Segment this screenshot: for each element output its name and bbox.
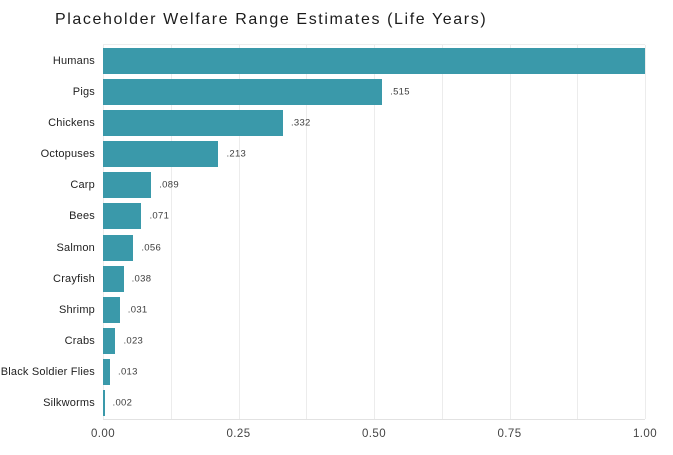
gridline (103, 45, 104, 419)
bar (103, 265, 124, 292)
gridline (645, 45, 646, 419)
category-label: Pigs (72, 85, 95, 98)
bar (103, 78, 383, 105)
category-label: Bees (69, 210, 95, 223)
gridline (577, 45, 579, 419)
gridline (306, 45, 308, 419)
bar (103, 328, 116, 355)
value-label: .089 (159, 179, 179, 191)
value-label: .071 (149, 210, 170, 222)
bar-row: Shrimp .031 (59, 294, 645, 325)
bar (103, 47, 645, 74)
bar (103, 359, 111, 386)
plot-area: Humans Pigs .515 Chickens .332 Octopuses .213 C… (1, 44, 646, 420)
bar (103, 172, 152, 199)
bar-row: Silkworms .002 (43, 388, 645, 419)
bar (103, 296, 120, 323)
bar (103, 234, 134, 261)
value-label: .056 (141, 242, 162, 254)
x-tick-label: 1.00 (633, 428, 657, 440)
bar (103, 203, 142, 230)
bar-row: Crabs .023 (65, 326, 645, 357)
category-label: Octopuses (40, 148, 95, 161)
x-tick-label: 0.25 (226, 428, 251, 440)
value-label: .213 (226, 148, 247, 160)
gridline (374, 45, 375, 419)
bar-row: Chickens .332 (48, 107, 645, 138)
bar-row: Carp .089 (70, 170, 645, 201)
gridline (509, 45, 511, 419)
bar-row: Pigs .515 (73, 76, 645, 107)
category-label: Chickens (48, 116, 95, 129)
value-label: .332 (290, 117, 311, 129)
bar-row: Octopuses .213 (41, 139, 645, 170)
x-tick-label: 0.50 (362, 428, 386, 440)
category-label: Salmon (56, 241, 95, 254)
value-label: .031 (127, 304, 148, 316)
bar (103, 390, 105, 417)
bar (103, 109, 283, 136)
category-label: Crabs (64, 335, 95, 348)
value-label: .002 (112, 397, 133, 409)
category-label: Silkworms (43, 397, 95, 410)
category-label: Humans (52, 54, 95, 67)
bar-row: Humans (53, 45, 645, 76)
category-label: Black Soldier Flies (0, 366, 95, 379)
gridline (441, 45, 443, 419)
chart-title: Placeholder Welfare Range Estimates (Lif… (55, 11, 488, 28)
value-label: .038 (131, 273, 152, 285)
value-label: .023 (123, 335, 144, 347)
value-label: .515 (390, 86, 410, 98)
value-label: .013 (118, 366, 138, 378)
category-label: Carp (70, 179, 95, 192)
gridline (238, 45, 240, 419)
bar-row: Black Soldier Flies .013 (1, 357, 645, 388)
x-tick-label: 0.75 (497, 428, 522, 440)
category-label: Shrimp (58, 303, 95, 316)
bar (103, 141, 219, 168)
category-label: Crayfish (53, 272, 95, 285)
gridline (170, 45, 172, 419)
bar-row: Crayfish .038 (53, 263, 645, 294)
bar-row: Salmon .056 (57, 232, 645, 263)
bar-row: Bees .071 (69, 201, 645, 232)
x-tick-label: 0.00 (91, 428, 115, 440)
